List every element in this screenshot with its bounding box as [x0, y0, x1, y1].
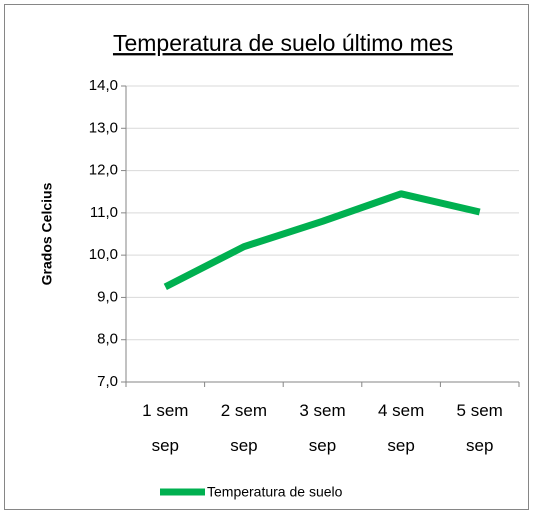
- chart-title: Temperatura de suelo último mes: [113, 30, 453, 56]
- x-tick-label: 5 sem sep: [457, 401, 503, 455]
- legend-label: Temperatura de suelo: [207, 484, 343, 500]
- y-tick-label: 10,0: [89, 246, 118, 263]
- x-tick-label: 3 sem sep: [299, 401, 345, 455]
- data-line: [163, 190, 481, 290]
- x-tick-label: 2 sem sep: [221, 401, 267, 455]
- y-tick-label: 14,0: [89, 77, 118, 94]
- y-tick-label: 11,0: [90, 204, 118, 221]
- y-tick-label: 9,0: [97, 288, 118, 305]
- y-tick-label: 8,0: [97, 331, 118, 348]
- x-tick-label: 1 sem sep: [142, 401, 188, 455]
- y-tick-label: 7,0: [97, 373, 118, 390]
- y-tick-label: 13,0: [89, 119, 118, 136]
- x-tick-label: 4 sem sep: [378, 401, 424, 455]
- y-tick-label: 12,0: [89, 162, 118, 179]
- y-axis-label: Grados Celcius: [39, 182, 55, 285]
- chart-frame: [4, 4, 529, 510]
